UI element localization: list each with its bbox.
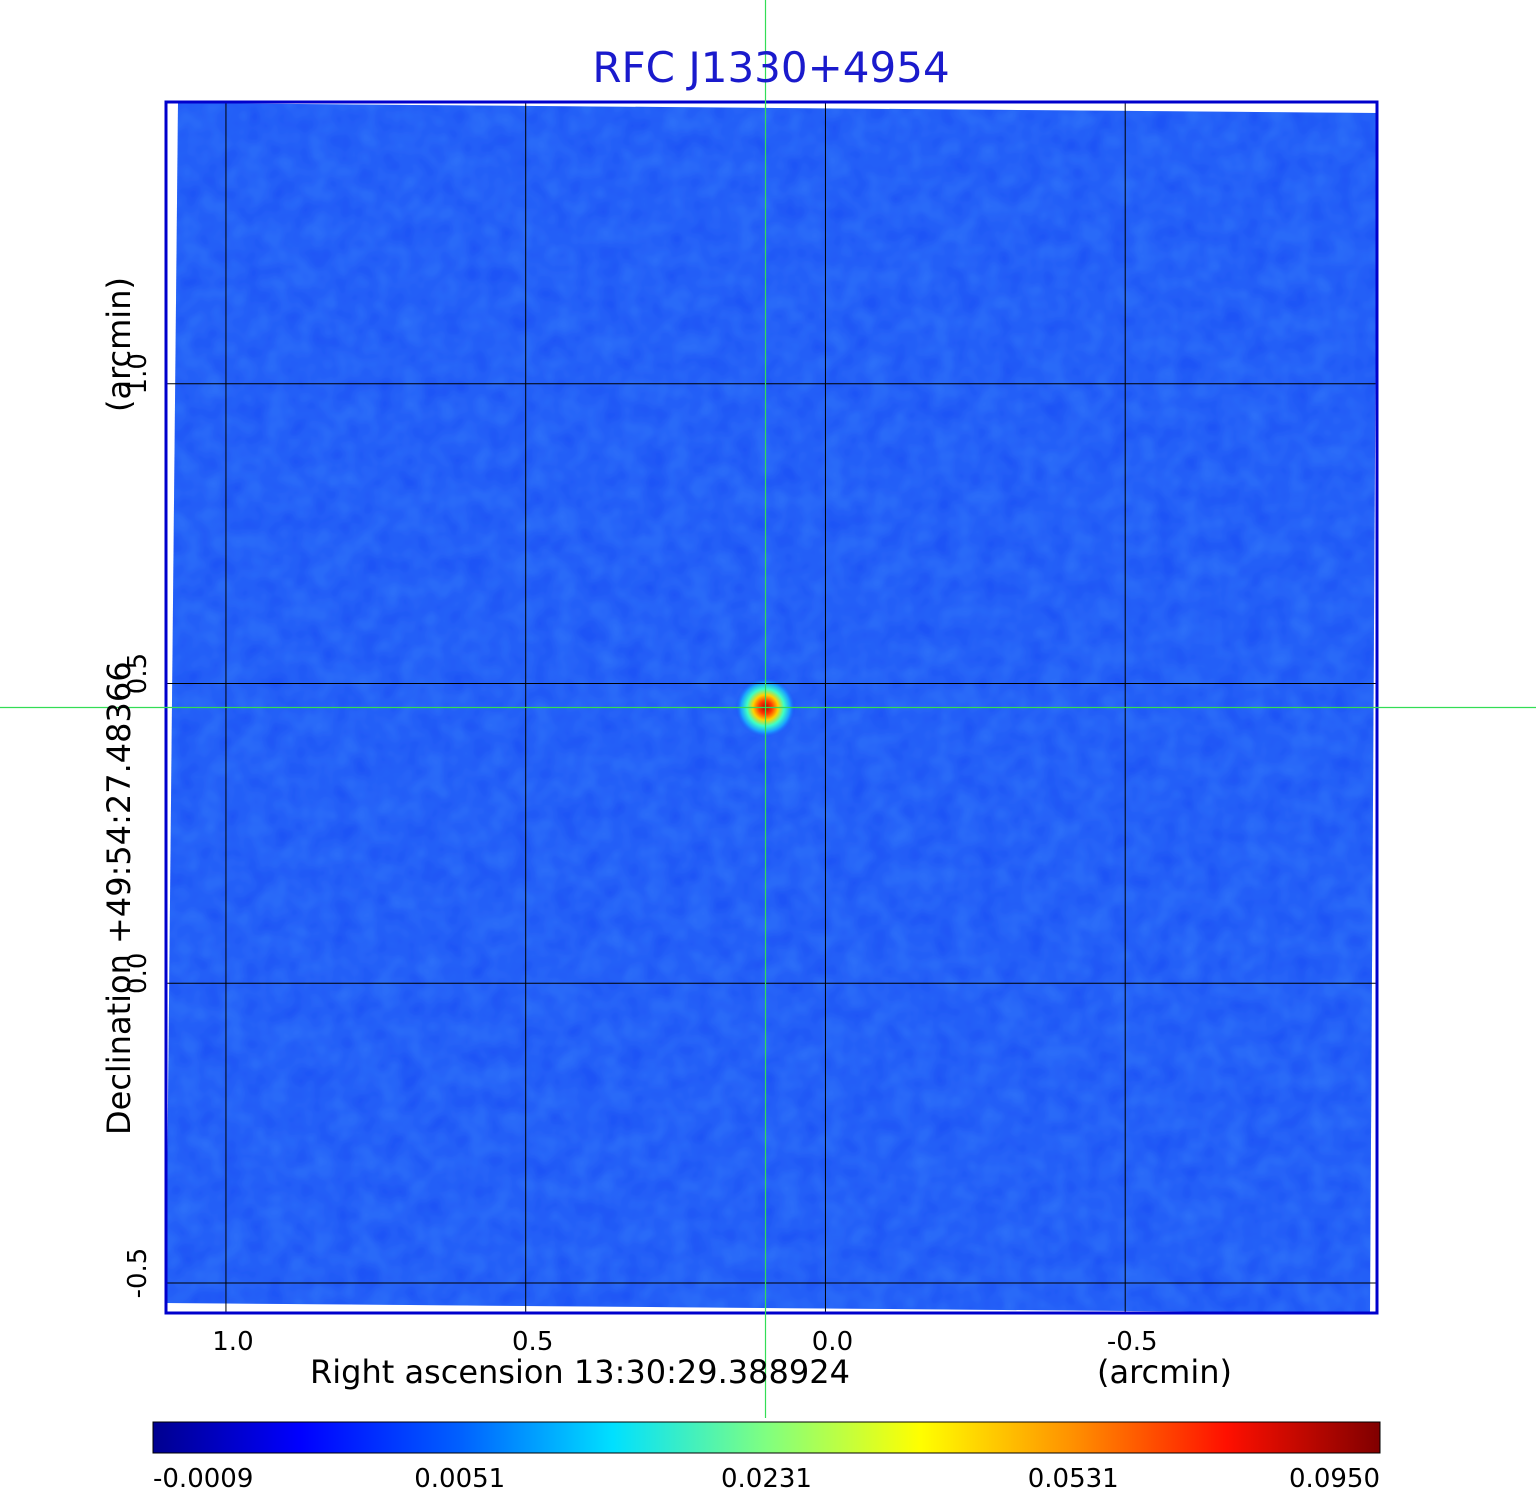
x-tick-labels: 1.0 0.5 0.0 -0.5 [212,1327,1157,1357]
x-tick-label: 0.0 [812,1327,853,1357]
x-tick-label: 0.5 [512,1327,553,1357]
y-axis-label: Declination +49:54:27.48366 [100,661,138,1135]
colorbar-tick-label: 0.0231 [721,1464,812,1494]
x-axis-label: Right ascension 13:30:29.388924 [310,1353,850,1391]
x-tick-label: -0.5 [1107,1327,1158,1357]
colorbar [152,1421,1381,1454]
y-tick-label: -0.5 [123,1248,153,1299]
chart-title: RFC J1330+4954 [592,43,949,92]
y-axis-unit: (arcmin) [100,277,138,412]
colorbar-tick-label: -0.0009 [153,1464,253,1494]
colorbar-tick-label: 0.0051 [414,1464,505,1494]
colorbar-tick-labels: -0.0009 0.0051 0.0231 0.0531 0.0950 [153,1464,1380,1494]
x-axis-unit: (arcmin) [1097,1353,1232,1391]
y-tick-label: 0.5 [123,653,153,694]
y-tick-label: 0.0 [123,953,153,994]
colorbar-tick-label: 0.0531 [1028,1464,1119,1494]
x-tick-label: 1.0 [212,1327,253,1357]
crosshair [0,0,1536,1418]
colorbar-tick-label: 0.0950 [1289,1464,1380,1494]
y-tick-label: 1.0 [123,353,153,394]
y-tick-labels: 1.0 0.5 0.0 -0.5 [123,353,153,1298]
